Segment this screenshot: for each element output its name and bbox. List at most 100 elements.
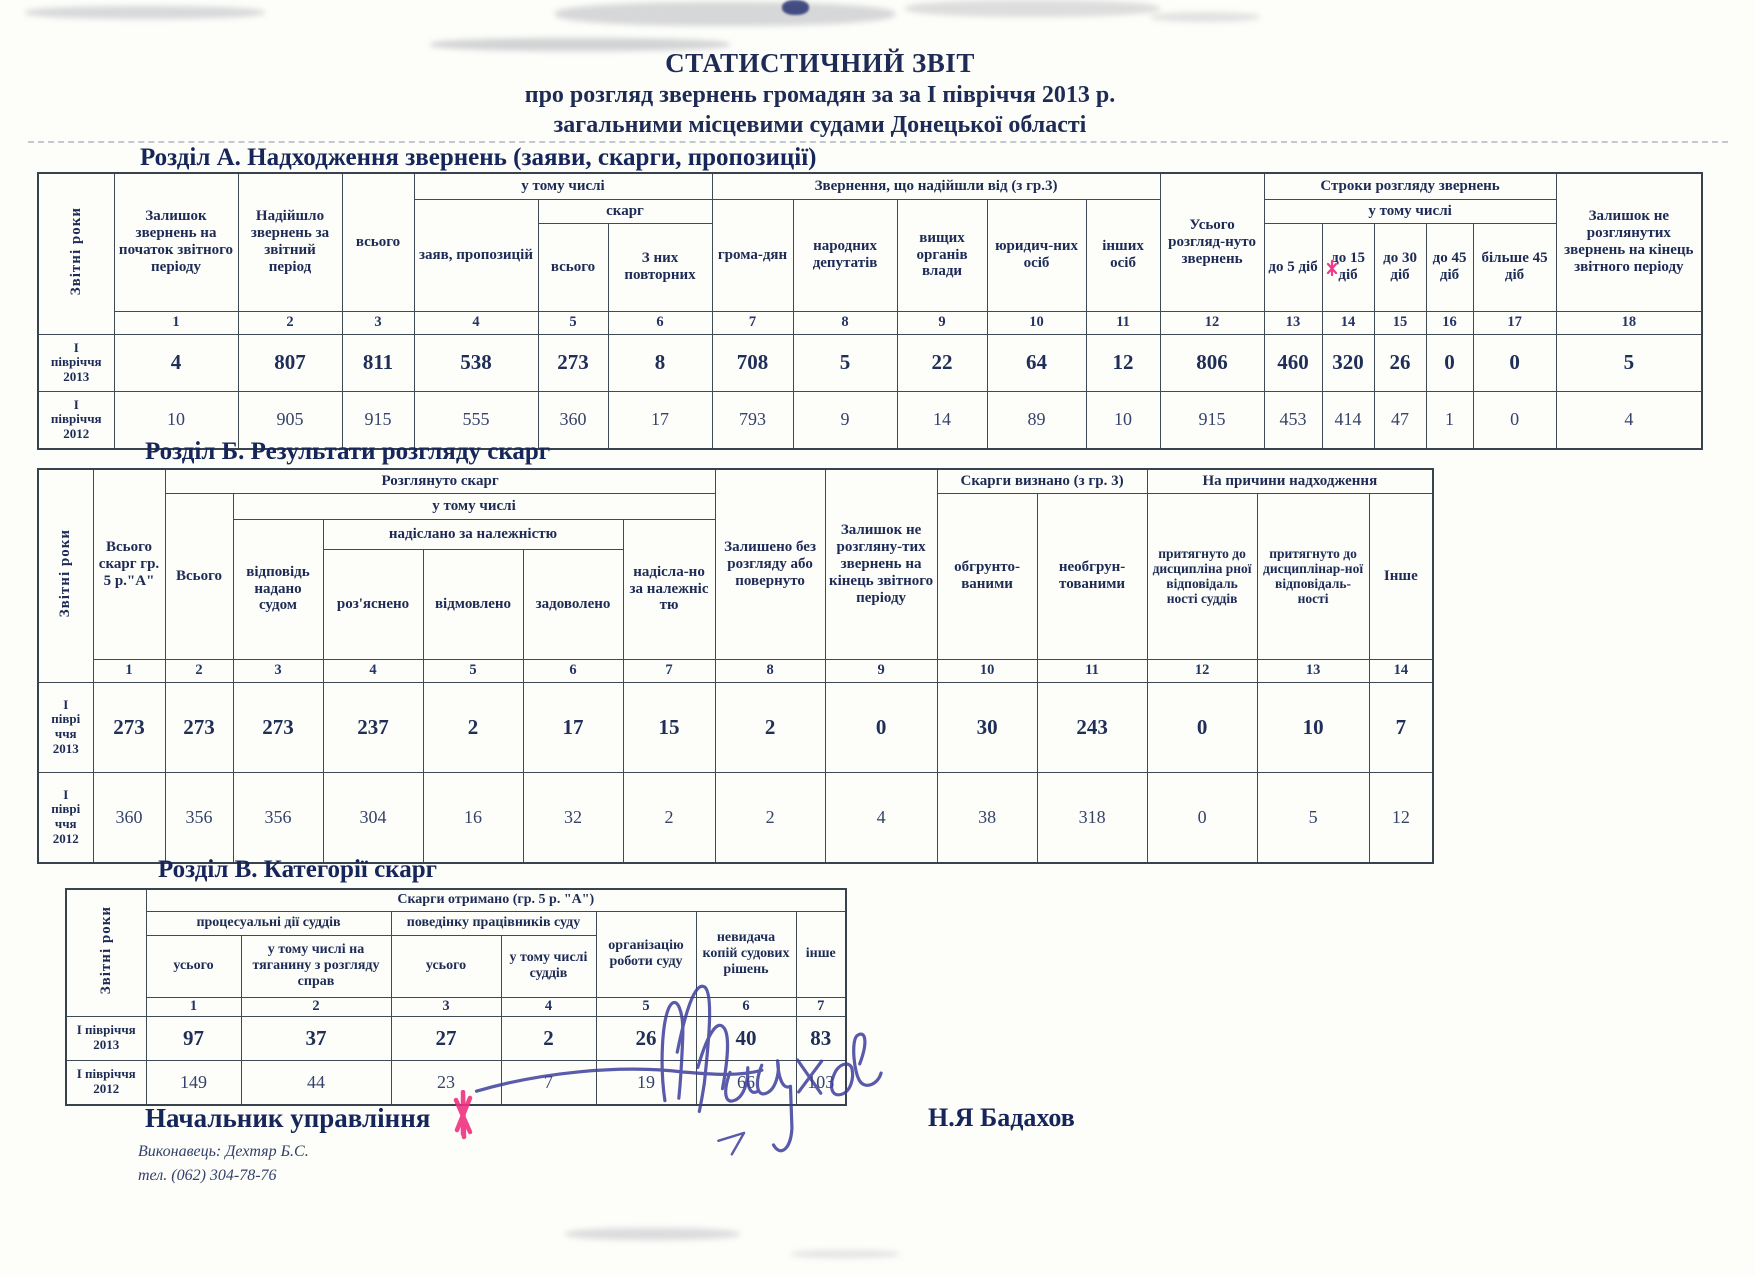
table-cell: 806 [1159,333,1265,392]
table-cell: 273 [537,333,609,392]
table-cell: 8 [792,310,898,335]
table-cell: 16 [1425,310,1474,335]
table-cell: 40 [695,1015,797,1061]
table-cell: 273 [92,681,166,773]
table-cell: 97 [145,1015,242,1061]
row-label: І піврі ччя 2012 [37,771,94,863]
table-cell: 30 [936,681,1038,773]
table-row: І піврі ччя 2013 273 273 273 237 2 17 15 2 0 30 24… [37,681,1434,773]
table-cell: 2 [164,658,234,683]
years-column-header: Звітні роки [65,888,147,1017]
table-cell: 2 [622,771,716,863]
table-cell: 13 [1256,658,1370,683]
group-header: поведінку працівників суду [390,910,597,936]
years-label: Звітні роки [97,906,114,995]
col-header: до 45 діб [1425,222,1474,312]
section-c-heading: Розділ В. Категорії скарг [158,856,437,883]
table-cell: 4 [113,333,239,392]
table-cell: 0 [1472,390,1557,449]
group-header: скарг [537,198,713,224]
table-cell: 64 [986,333,1087,392]
table-row: І півріччя 2013 4 807 811 538 273 8 708 5 22 64 12… [37,333,1703,392]
table-cell: 555 [413,390,539,449]
table-cell: 0 [1146,771,1258,863]
col-header: обгрунто-ваними [936,492,1038,660]
table-section-c: Звітні роки Скарги отримано (гр. 5 р. "А… [65,888,847,1106]
col-header: усього [390,934,502,998]
table-cell: 811 [341,333,415,392]
table-cell: 2 [714,771,826,863]
table-cell: 17 [1472,310,1557,335]
table-cell: 1 [92,658,166,683]
table-cell: 7 [711,310,794,335]
col-header: вищих органів влади [896,198,988,312]
table-cell: 243 [1036,681,1148,773]
position-title: Начальник управління [145,1103,431,1133]
years-column-header: Звітні роки [37,172,115,335]
col-header: грома-дян [711,198,794,312]
col-header: інших осіб [1085,198,1161,312]
col-header: притягнуто до дисциплінар-ної відповідал… [1256,492,1370,660]
table-cell: 460 [1263,333,1323,392]
table-cell: 8 [714,658,826,683]
table-cell: 2 [714,681,826,773]
table-cell: 13 [1263,310,1323,335]
separator-line [28,141,1728,143]
table-cell: 6 [607,310,713,335]
table-cell: 12 [1146,658,1258,683]
table-cell: 12 [1159,310,1265,335]
table-cell: 8 [607,333,713,392]
col-header: притягнуто до дисципліна рної відповідал… [1146,492,1258,660]
table-cell: 37 [240,1015,392,1061]
table-cell: 304 [322,771,424,863]
table-cell: 47 [1373,390,1427,449]
group-header: Скарги визнано (з гр. 3) [936,468,1148,494]
table-cell: 793 [711,390,794,449]
col-header: Усього розгляд-нуто звернень [1159,172,1265,312]
table-cell: 905 [237,390,343,449]
table-cell: 23 [390,1059,502,1105]
table-cell: 538 [413,333,539,392]
table-cell: 14 [1321,310,1375,335]
col-header: до 30 діб [1373,222,1427,312]
col-header: Всього скарг гр. 5 р."А" [92,468,166,660]
table-cell: 2 [500,1015,597,1061]
table-cell: 17 [607,390,713,449]
table-cell: 915 [1159,390,1265,449]
col-header: З них повторних [607,222,713,312]
table-cell: 10 [1256,681,1370,773]
row-label: І півріччя 2013 [65,1015,147,1061]
table-section-b: Звітні роки Всього скарг гр. 5 р."А" Роз… [37,468,1435,864]
table-cell: 2 [240,996,392,1017]
table-cell: 22 [896,333,988,392]
group-header: Звернення, що надійшли від (з гр.3) [711,172,1161,200]
col-header: до 5 діб [1263,222,1323,312]
table-cell: 26 [1373,333,1427,392]
col-header: всього [341,172,415,312]
table-cell: 12 [1368,771,1434,863]
scan-smudge [790,1250,900,1258]
col-header: у тому числі суддів [500,934,597,998]
table-cell: 5 [422,658,524,683]
years-label: Звітні роки [67,207,84,296]
section-b-heading: Розділ Б. Результати розгляду скарг [145,438,551,465]
column-numbers-row: 1 2 3 4 5 6 7 8 9 10 11 12 13 14 [38,658,1434,683]
table-cell: 0 [1146,681,1258,773]
table-row: І піврі ччя 2012 360 356 356 304 16 32 2 2 4 38 31… [37,771,1434,863]
scan-smudge [905,0,1160,17]
col-header: всього [537,222,609,312]
table-cell: 2 [422,681,524,773]
table-cell: 273 [164,681,234,773]
table-cell: 0 [824,681,938,773]
table-row: І півріччя 2013 97 37 27 2 26 40 83 [65,1015,847,1061]
col-header: Залишок не розглянутих звернень на кінец… [1555,172,1703,312]
table-cell: 4 [1555,390,1703,449]
col-header: задоволено [522,548,624,660]
table-cell: 18 [1555,310,1703,335]
table-cell: 32 [522,771,624,863]
table-cell: 356 [164,771,234,863]
table-cell: 4 [322,658,424,683]
table-cell: 4 [824,771,938,863]
table-cell: 0 [1472,333,1557,392]
